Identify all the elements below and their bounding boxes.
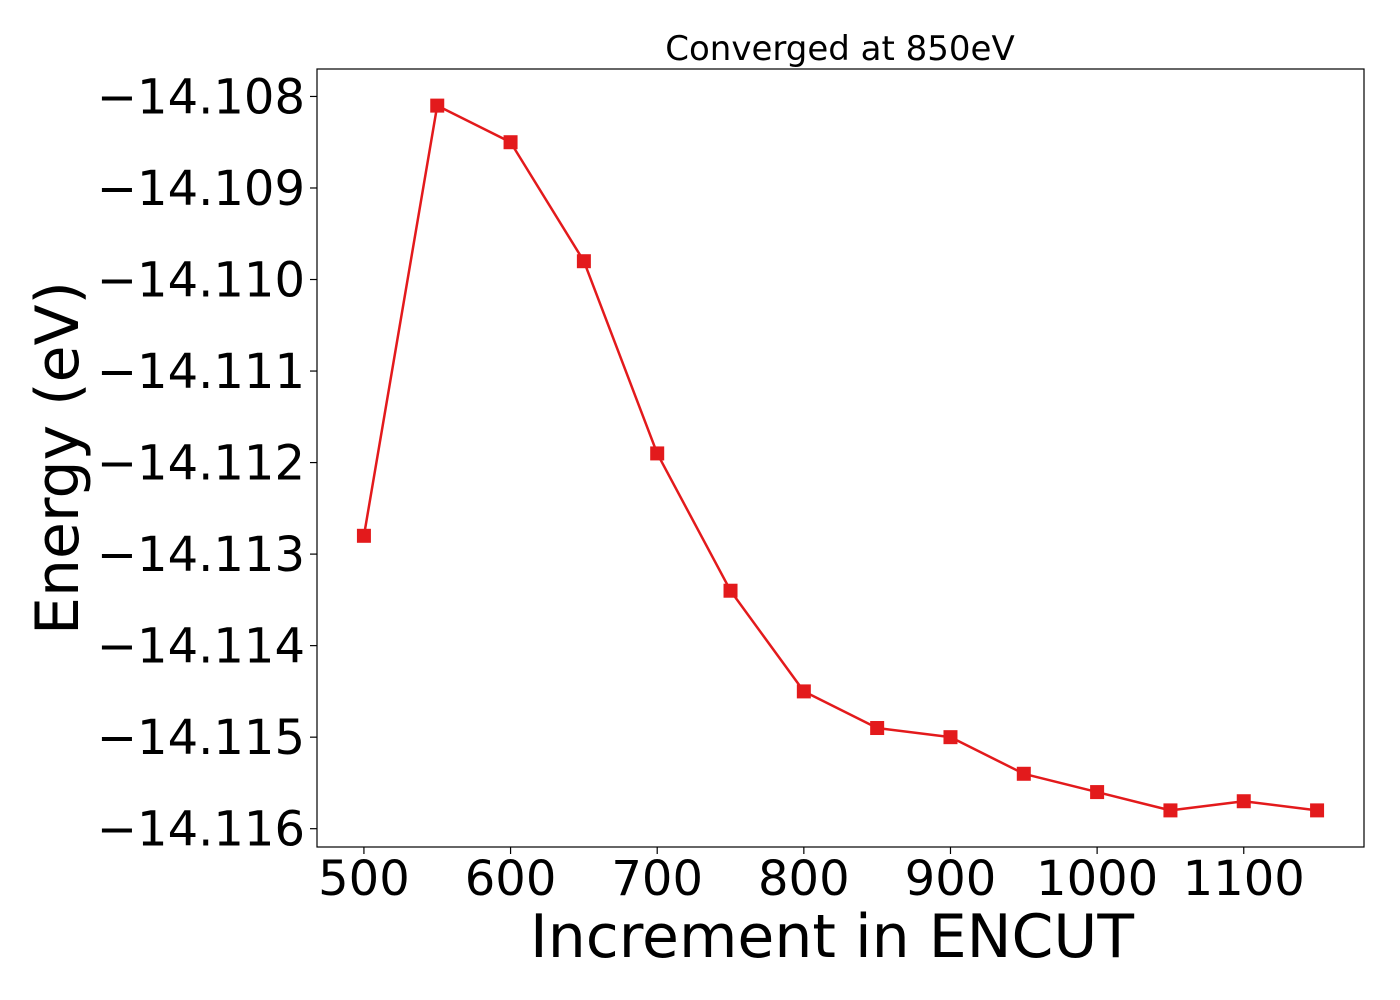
data-point-marker (1236, 794, 1251, 809)
data-point-marker (503, 135, 518, 150)
data-point-marker (430, 98, 445, 113)
data-point-marker (1090, 785, 1105, 800)
y-axis-label: Energy (eV) (23, 281, 93, 635)
x-tick-label: 1000 (1036, 851, 1158, 907)
y-tick-label: −14.114 (97, 619, 305, 675)
x-tick-label: 900 (905, 851, 997, 907)
y-axis-ticks: −14.108 −14.109 −14.110 −14.111 −14.112 −14.1… (97, 69, 317, 858)
data-point-marker (1016, 766, 1031, 781)
chart-title: Converged at 850eV (665, 29, 1014, 69)
y-tick-label: −14.109 (97, 161, 305, 217)
plot-frame (316, 68, 1365, 848)
x-tick-label: 700 (611, 851, 703, 907)
x-axis-ticks: 500 600 700 800 900 1000 1100 (318, 847, 1305, 907)
y-tick-label: −14.112 (97, 436, 305, 492)
x-tick-label: 600 (465, 851, 557, 907)
y-tick-label: −14.116 (97, 802, 305, 858)
data-point-marker (356, 528, 371, 543)
y-tick-label: −14.110 (97, 253, 305, 309)
data-point-marker (576, 254, 591, 269)
data-point-marker (1310, 803, 1325, 818)
x-tick-label: 1100 (1183, 851, 1305, 907)
y-tick-label: −14.113 (97, 527, 305, 583)
data-point-marker (870, 721, 885, 736)
x-tick-label: 800 (758, 851, 850, 907)
series-group (356, 98, 1325, 818)
x-tick-label: 500 (318, 851, 410, 907)
data-point-marker (796, 684, 811, 699)
y-tick-label: −14.115 (97, 710, 305, 766)
data-point-marker (1163, 803, 1178, 818)
y-tick-label: −14.108 (97, 69, 305, 125)
y-tick-label: −14.111 (97, 344, 305, 400)
series-line (362, 104, 1318, 812)
data-point-marker (943, 730, 958, 745)
x-axis-label: Increment in ENCUT (530, 902, 1134, 972)
data-point-marker (723, 583, 738, 598)
data-point-marker (650, 446, 665, 461)
